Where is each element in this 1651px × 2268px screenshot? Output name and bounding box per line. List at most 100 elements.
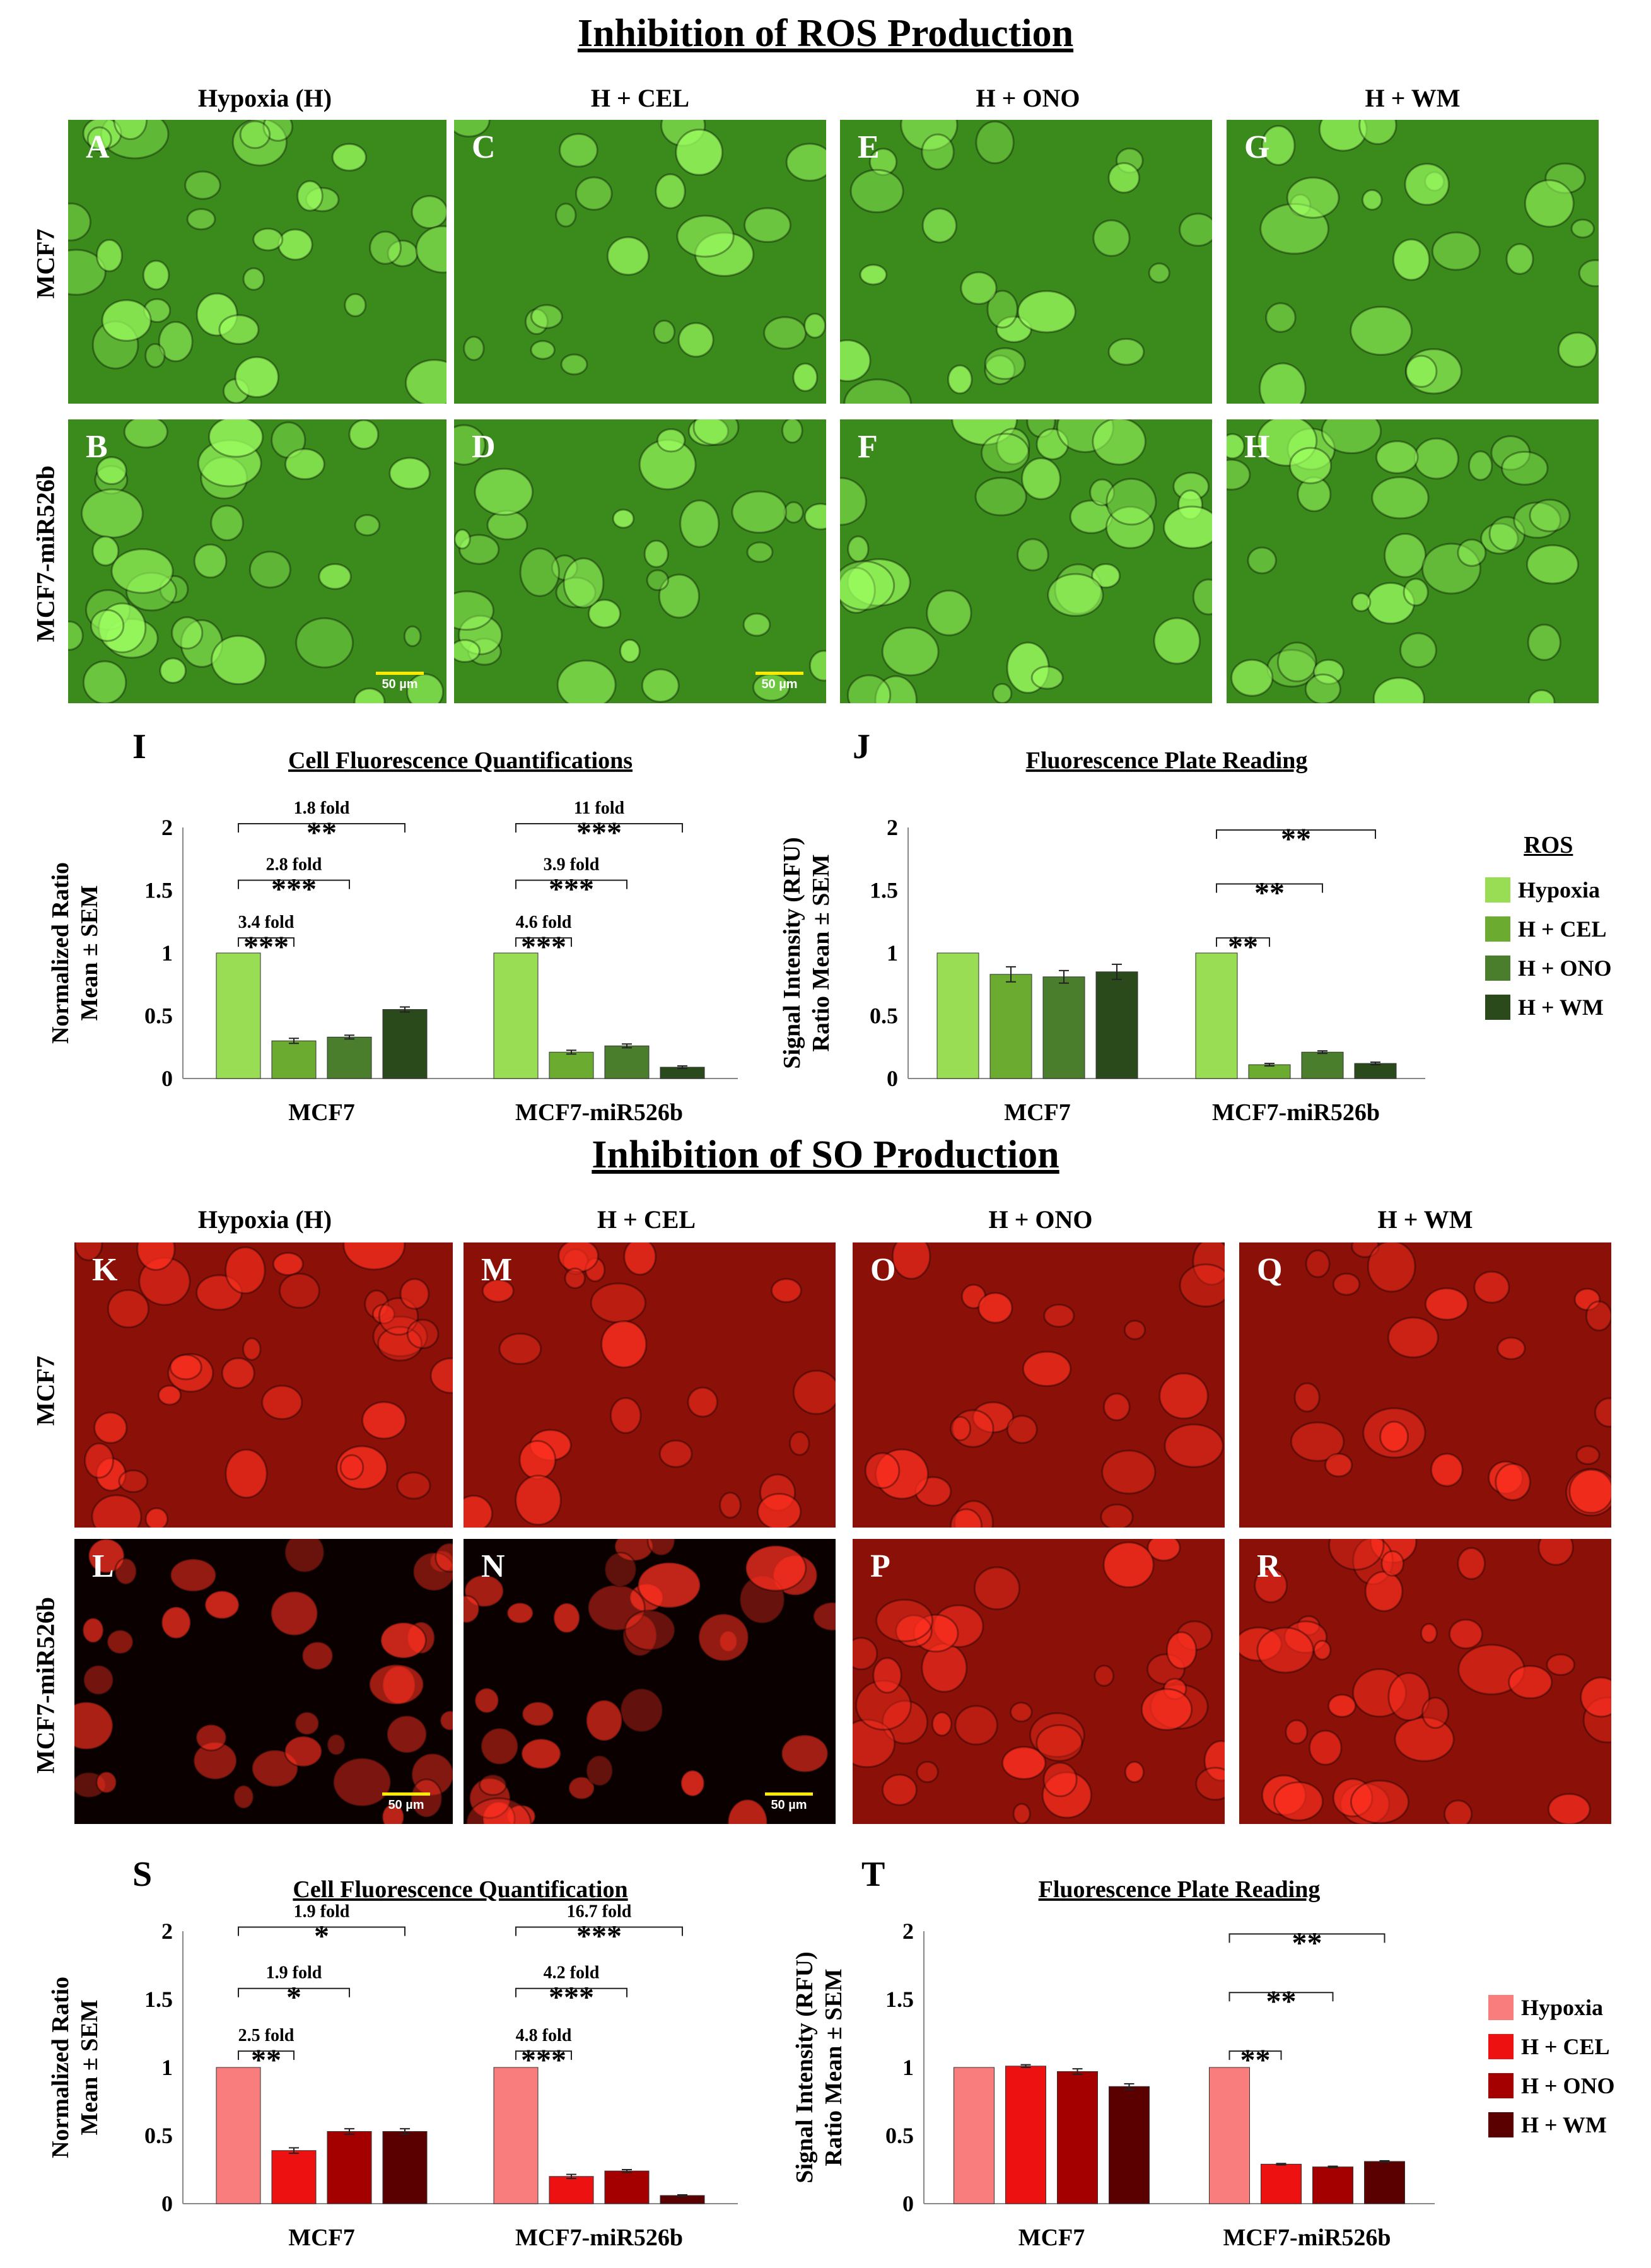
- bar: [327, 1036, 372, 1079]
- significance-bracket: [515, 1926, 683, 1936]
- ros-micrograph-panel: G: [1227, 120, 1599, 404]
- cell-image: [464, 1539, 836, 1824]
- cell-image: [74, 1242, 453, 1528]
- fold-change-label: 3.9 fold: [544, 855, 600, 875]
- ros-legend-item: H + ONO: [1485, 949, 1612, 988]
- x-tick-label: MCF7: [288, 2224, 355, 2251]
- chart-i: Cell Fluorescence Quantifications Normali…: [47, 747, 738, 1126]
- ros-section-title: Inhibition of ROS Production: [577, 12, 1074, 55]
- legend-swatch: [1488, 2073, 1514, 2098]
- y-tick-label: 1: [161, 2055, 173, 2080]
- y-tick-label: 1.5: [885, 1987, 914, 2012]
- x-tick-label: MCF7-miR526b: [1212, 1099, 1380, 1126]
- bar: [1248, 1064, 1291, 1079]
- significance-bracket: [515, 1987, 627, 1997]
- bar: [382, 1009, 428, 1079]
- cell-image: [864, 1242, 1225, 1528]
- chart-i-letter: I: [132, 727, 146, 766]
- legend-swatch: [1485, 995, 1510, 1020]
- ros-micrograph-panel: F: [840, 419, 1212, 703]
- chart-t-letter: T: [861, 1855, 885, 1894]
- bar: [1209, 2067, 1250, 2204]
- significance-bracket: [238, 937, 295, 947]
- y-axis-label: Mean ± SEM: [76, 1999, 103, 2135]
- panel-letter: G: [1244, 129, 1270, 165]
- y-tick-label: 1: [161, 940, 173, 966]
- chart-title: Fluorescence Plate Reading: [1026, 747, 1308, 774]
- cell-image: [1227, 419, 1579, 703]
- panel-letter: M: [481, 1252, 513, 1288]
- bar: [1005, 2066, 1046, 2204]
- so-col-title-cel: H + CEL: [597, 1205, 696, 1234]
- significance-stars: *: [314, 1920, 329, 1953]
- bar: [954, 2067, 995, 2204]
- significance-bracket: [515, 2050, 572, 2060]
- ros-legend-item: H + CEL: [1485, 909, 1612, 949]
- cell-image: [1290, 1242, 1611, 1517]
- bar: [493, 2067, 539, 2204]
- so-micrograph-panel: R: [1239, 1539, 1611, 1824]
- y-tick-label: 0: [902, 2191, 914, 2216]
- significance-stars: ***: [243, 930, 289, 964]
- cell-image: [1259, 120, 1599, 404]
- significance-bracket: [515, 937, 572, 947]
- so-micrograph-panel: P: [853, 1539, 1225, 1824]
- chart-s: Cell Fluorescence Quantification Normaliz…: [47, 1876, 738, 2251]
- significance-stars: **: [306, 816, 337, 850]
- cell-image: [454, 419, 826, 703]
- scale-bar-line: [382, 1792, 430, 1796]
- y-tick-label: 1.5: [144, 1987, 173, 2012]
- y-tick-label: 1.5: [870, 878, 898, 903]
- cell-image: [68, 120, 446, 404]
- significance-bracket: [1216, 883, 1323, 893]
- bar: [216, 952, 261, 1079]
- y-tick-label: 1: [887, 940, 898, 966]
- legend-swatch: [1485, 877, 1510, 903]
- bar: [549, 1051, 594, 1079]
- legend-swatch: [1488, 1995, 1514, 2020]
- bar: [604, 2170, 650, 2204]
- legend-swatch: [1488, 2112, 1514, 2137]
- scale-bar: 50 µm: [376, 672, 424, 692]
- panel-letter: O: [870, 1252, 896, 1288]
- significance-stars: *: [286, 1981, 301, 2014]
- significance-stars: **: [1266, 1985, 1297, 2018]
- y-tick-label: 2: [161, 1919, 173, 1944]
- y-axis-label: Mean ± SEM: [76, 885, 103, 1020]
- panel-letter: C: [472, 129, 496, 165]
- cell-image: [840, 419, 1212, 703]
- bar: [493, 952, 539, 1079]
- ros-col-title-ono: H + ONO: [976, 84, 1080, 112]
- panel-letter: F: [858, 429, 878, 465]
- bar: [936, 952, 979, 1079]
- significance-bracket: [1216, 937, 1270, 947]
- bar: [604, 1045, 650, 1079]
- significance-bracket: [1216, 829, 1376, 839]
- x-tick-label: MCF7: [288, 1099, 355, 1126]
- significance-stars: ***: [521, 2043, 566, 2077]
- x-tick-label: MCF7-miR526b: [515, 1099, 683, 1126]
- significance-bracket: [515, 879, 627, 889]
- cell-image: [1239, 1539, 1611, 1824]
- so-col-title-hypoxia: Hypoxia (H): [197, 1205, 332, 1234]
- so-legend-item: H + CEL: [1488, 2027, 1615, 2066]
- ros-micrograph-panel: D 50 µm: [454, 419, 826, 703]
- legend-label: H + WM: [1518, 995, 1604, 1020]
- y-axis-label: Ratio Mean ± SEM: [808, 854, 834, 1051]
- bar: [1109, 2086, 1150, 2204]
- y-tick-label: 2: [161, 815, 173, 840]
- chart-j: Fluorescence Plate Reading Signal Intensi…: [779, 747, 1425, 1126]
- fold-change-label: 16.7 fold: [567, 1902, 632, 1922]
- ros-col-title-wm: H + WM: [1365, 84, 1461, 112]
- significance-stars: ***: [576, 816, 622, 850]
- chart-title: Cell Fluorescence Quantification: [293, 1876, 627, 1903]
- y-tick-label: 0.5: [870, 1003, 898, 1029]
- fold-change-label: 4.8 fold: [516, 2026, 572, 2045]
- y-tick-label: 0: [161, 1066, 173, 1091]
- ros-micrograph-panel: H: [1227, 419, 1599, 703]
- legend-swatch: [1485, 916, 1510, 942]
- panel-letter: Q: [1257, 1252, 1283, 1288]
- x-tick-label: MCF7-miR526b: [1223, 2224, 1391, 2251]
- scale-bar-line: [765, 1792, 813, 1796]
- chart-s-letter: S: [132, 1855, 153, 1894]
